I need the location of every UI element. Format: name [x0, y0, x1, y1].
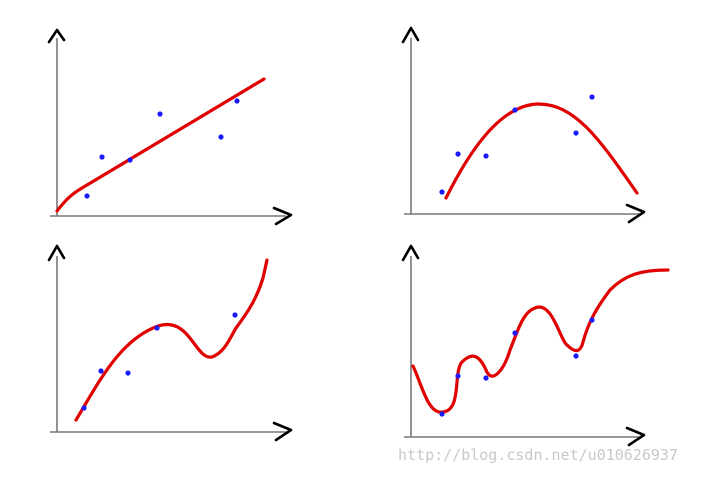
data-point	[218, 134, 224, 140]
fit-curve	[55, 77, 266, 213]
data-point	[512, 107, 518, 113]
axes	[47, 244, 293, 442]
data-point	[154, 325, 160, 331]
data-point	[84, 193, 90, 199]
panel-cubic-fit	[47, 244, 293, 442]
data-point	[455, 151, 461, 157]
fit-curve	[74, 258, 269, 422]
data-point	[98, 368, 104, 374]
data-point	[483, 375, 489, 381]
data-points	[84, 98, 240, 199]
data-point	[157, 111, 163, 117]
y-axis-arrow-icon	[401, 26, 420, 44]
data-point	[234, 98, 240, 104]
panel-quadratic-fit	[401, 26, 646, 224]
panel-linear-fit	[47, 28, 293, 226]
x-axis-arrow-icon	[625, 203, 646, 224]
y-axis-arrow-icon	[401, 244, 420, 262]
y-axis-arrow-icon	[47, 244, 66, 262]
data-points	[81, 312, 238, 411]
data-point	[125, 370, 131, 376]
fit-curve	[444, 102, 639, 200]
data-point	[439, 189, 445, 195]
data-point	[512, 330, 518, 336]
y-axis-arrow-icon	[47, 28, 66, 44]
data-point	[81, 405, 87, 411]
data-point	[127, 157, 133, 163]
data-point	[99, 154, 105, 160]
data-point	[589, 94, 595, 100]
x-axis-arrow-icon	[272, 206, 293, 226]
data-point	[455, 373, 461, 379]
x-axis-arrow-icon	[272, 421, 293, 442]
data-point	[483, 153, 489, 159]
data-points	[439, 94, 595, 195]
axes	[401, 26, 646, 224]
data-point	[439, 411, 445, 417]
data-points	[439, 317, 595, 417]
data-point	[589, 317, 595, 323]
fit-curve	[411, 268, 670, 414]
x-axis-arrow-icon	[625, 426, 646, 447]
data-point	[573, 130, 579, 136]
watermark: http://blog.csdn.net/u010626937	[398, 446, 678, 464]
axes	[401, 244, 646, 447]
data-point	[232, 312, 238, 318]
panel-high-degree-fit	[401, 244, 670, 447]
axes	[47, 28, 293, 226]
data-point	[573, 353, 579, 359]
